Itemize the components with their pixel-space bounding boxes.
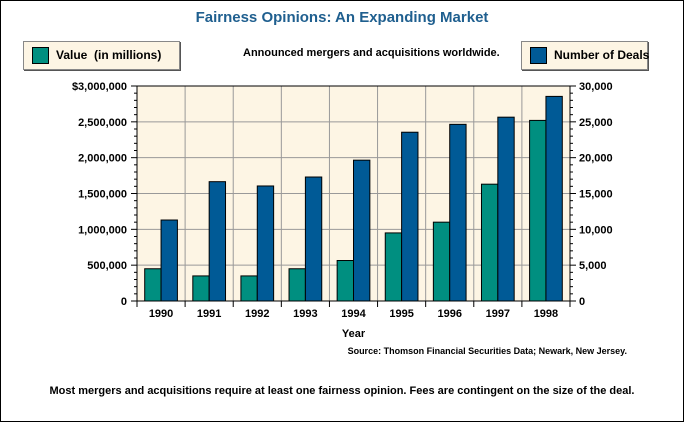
bar-deals-1997 <box>497 116 515 302</box>
y-right-tick-label: 15,000 <box>579 189 613 201</box>
bar-value-1998 <box>529 119 547 302</box>
bar-value-1994 <box>336 260 354 302</box>
chart-subtitle: Announced mergers and acquisitions world… <box>243 47 500 59</box>
bar-deals-1996 <box>449 123 467 302</box>
bar-deals-1991 <box>208 181 227 302</box>
legend-swatch-deals <box>530 47 547 64</box>
y-right-tick-label: 10,000 <box>579 224 613 236</box>
y-left-tick-label: $3,000,000 <box>72 81 127 93</box>
bar-deals-1992 <box>256 185 275 302</box>
x-tick-label: 1994 <box>341 308 366 320</box>
legend-label-value: Value (in millions) <box>56 48 162 62</box>
bar-deals-1995 <box>401 131 419 302</box>
y-left-tick-label: 1,000,000 <box>78 224 127 236</box>
bar-deals-1994 <box>353 159 371 302</box>
bar-chart: 0 500,000 1,000,000 1,500,000 2,000,000 2,500… <box>72 81 613 340</box>
x-tick-label: 1991 <box>197 308 221 320</box>
y-left-tick-label: 2,500,000 <box>78 117 127 129</box>
footnote: Most mergers and acquisitions require at… <box>49 385 635 397</box>
bar-value-1995 <box>384 232 403 302</box>
x-tick-label: 1992 <box>245 308 269 320</box>
bar-value-1992 <box>240 275 258 302</box>
y-right-tick-label: 0 <box>579 296 585 308</box>
y-left-tick-label: 2,000,000 <box>78 153 127 165</box>
y-right-tick-label: 25,000 <box>579 117 613 129</box>
bar-deals-1990 <box>160 219 178 302</box>
y-left-tick-label: 500,000 <box>87 260 127 272</box>
legend-swatch-value <box>32 47 49 64</box>
y-right-tick-label: 30,000 <box>579 81 613 93</box>
legend-deals: Number of Deals <box>521 41 650 70</box>
x-tick-label: 1993 <box>293 308 317 320</box>
x-tick-label: 1997 <box>486 308 510 320</box>
chart-title: Fairness Opinions: An Expanding Market <box>195 9 489 26</box>
y-left-tick-label: 1,500,000 <box>78 189 127 201</box>
x-tick-label: 1998 <box>534 308 558 320</box>
bar-deals-1998 <box>545 95 563 302</box>
y-right-tick-label: 20,000 <box>579 153 613 165</box>
bar-value-1990 <box>144 268 162 302</box>
bar-value-1997 <box>480 183 499 302</box>
bar-value-1993 <box>288 268 306 302</box>
y-left-tick-label: 0 <box>121 296 127 308</box>
source-note: Source: Thomson Financial Securities Dat… <box>347 346 627 356</box>
y-right-tick-label: 5,000 <box>579 260 607 272</box>
x-tick-label: 1996 <box>437 308 461 320</box>
bar-deals-1993 <box>304 176 323 302</box>
bar-value-1996 <box>432 221 451 302</box>
x-tick-label: 1990 <box>149 308 173 320</box>
bar-value-1991 <box>192 275 210 302</box>
legend-value: Value (in millions) <box>23 41 180 70</box>
x-axis-label: Year <box>342 328 366 340</box>
legend-label-deals: Number of Deals <box>554 48 650 62</box>
x-tick-label: 1995 <box>389 308 413 320</box>
